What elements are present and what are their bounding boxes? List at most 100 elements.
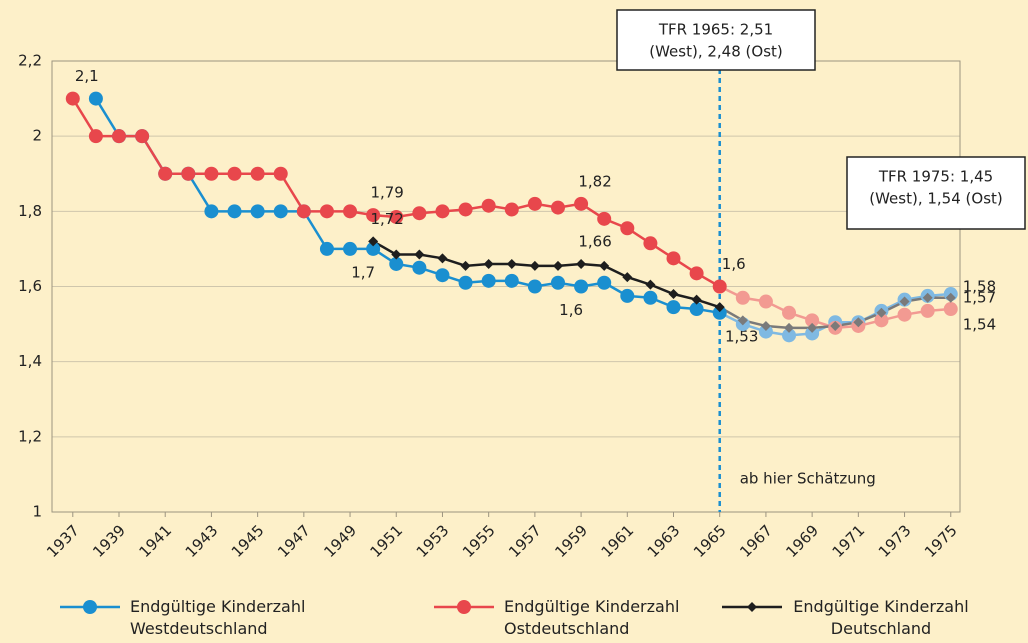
marker bbox=[689, 266, 704, 281]
y-tick-label: 1,4 bbox=[18, 352, 42, 370]
marker bbox=[643, 290, 658, 305]
marker bbox=[576, 258, 587, 269]
marker bbox=[899, 296, 910, 307]
marker bbox=[88, 129, 103, 144]
marker bbox=[250, 166, 265, 181]
legend-label: Endgültige Kinderzahl Ostdeutschland bbox=[504, 597, 680, 638]
x-tick-label: 1945 bbox=[228, 521, 268, 561]
marker bbox=[112, 129, 127, 144]
marker bbox=[504, 273, 519, 288]
marker bbox=[527, 279, 542, 294]
x-tick-label: 1959 bbox=[551, 521, 591, 561]
marker bbox=[943, 302, 958, 317]
x-tick-label: 1975 bbox=[921, 521, 961, 561]
marker bbox=[204, 204, 219, 219]
x-tick-label: 1955 bbox=[459, 521, 499, 561]
marker bbox=[830, 320, 841, 331]
marker bbox=[435, 268, 450, 283]
series-line bbox=[372, 240, 721, 309]
marker bbox=[758, 324, 773, 339]
marker bbox=[874, 313, 889, 328]
marker bbox=[712, 279, 727, 294]
data-label: 1,66 bbox=[578, 232, 611, 250]
marker bbox=[574, 196, 589, 211]
annotation-text: TFR 1965: 2,51 bbox=[658, 21, 773, 39]
marker bbox=[319, 204, 334, 219]
marker bbox=[945, 292, 956, 303]
marker bbox=[435, 204, 450, 219]
marker bbox=[597, 275, 612, 290]
x-tick-label: 1947 bbox=[274, 521, 314, 561]
marker bbox=[782, 328, 797, 343]
data-label: 1,53 bbox=[725, 327, 758, 345]
data-label: 1,6 bbox=[559, 301, 583, 319]
marker bbox=[784, 322, 795, 333]
marker bbox=[389, 209, 404, 224]
marker bbox=[758, 294, 773, 309]
data-label: 1,57 bbox=[963, 288, 996, 306]
marker bbox=[597, 211, 612, 226]
legend-marker bbox=[83, 600, 97, 614]
legend-marker bbox=[747, 602, 757, 612]
marker bbox=[599, 260, 610, 271]
marker bbox=[504, 202, 519, 217]
data-label: 1,79 bbox=[370, 184, 403, 202]
marker bbox=[481, 273, 496, 288]
marker bbox=[88, 91, 103, 106]
annotation-text: (West), 1,54 (Ost) bbox=[869, 190, 1003, 208]
data-label: 1,6 bbox=[722, 255, 746, 273]
marker bbox=[366, 208, 381, 223]
marker bbox=[483, 258, 494, 269]
data-label: 1,72 bbox=[370, 210, 403, 228]
x-tick-label: 1943 bbox=[182, 521, 222, 561]
marker bbox=[550, 275, 565, 290]
marker bbox=[529, 260, 540, 271]
legend-label: Endgültige Kinderzahl Deutschland bbox=[793, 597, 969, 638]
x-tick-label: 1963 bbox=[644, 521, 684, 561]
marker bbox=[920, 303, 935, 318]
marker bbox=[250, 204, 265, 219]
marker bbox=[65, 91, 80, 106]
marker bbox=[689, 302, 704, 317]
marker bbox=[691, 294, 702, 305]
marker bbox=[458, 202, 473, 217]
marker bbox=[273, 166, 288, 181]
x-tick-label: 1965 bbox=[690, 521, 730, 561]
marker bbox=[853, 317, 864, 328]
marker bbox=[922, 292, 933, 303]
series-line bbox=[94, 97, 720, 315]
marker bbox=[876, 307, 887, 318]
marker bbox=[273, 204, 288, 219]
x-tick-label: 1971 bbox=[829, 521, 869, 561]
marker bbox=[458, 275, 473, 290]
marker bbox=[343, 241, 358, 256]
data-label: 1,54 bbox=[963, 316, 996, 334]
y-tick-label: 1 bbox=[32, 503, 42, 521]
marker bbox=[412, 206, 427, 221]
x-tick-label: 1953 bbox=[413, 521, 453, 561]
y-tick-label: 2 bbox=[32, 127, 42, 145]
x-tick-label: 1969 bbox=[782, 521, 822, 561]
marker bbox=[550, 200, 565, 215]
marker bbox=[343, 204, 358, 219]
x-tick-label: 1937 bbox=[43, 521, 83, 561]
marker bbox=[158, 166, 173, 181]
y-tick-label: 1,2 bbox=[18, 427, 42, 445]
annotation-text: TFR 1975: 1,45 bbox=[878, 168, 993, 186]
annotation-box bbox=[616, 9, 816, 71]
data-label: 2,1 bbox=[75, 67, 99, 85]
marker bbox=[897, 307, 912, 322]
marker bbox=[622, 272, 633, 283]
marker bbox=[666, 300, 681, 315]
marker bbox=[437, 253, 448, 264]
y-tick-label: 1,6 bbox=[18, 277, 42, 295]
x-tick-label: 1973 bbox=[875, 521, 915, 561]
marker bbox=[227, 166, 242, 181]
marker bbox=[735, 290, 750, 305]
marker bbox=[552, 260, 563, 271]
annotation-text: (West), 2,48 (Ost) bbox=[649, 43, 783, 61]
marker bbox=[391, 249, 402, 260]
legend-label: Endgültige Kinderzahl Westdeutschland bbox=[130, 597, 306, 638]
x-tick-label: 1939 bbox=[89, 521, 129, 561]
